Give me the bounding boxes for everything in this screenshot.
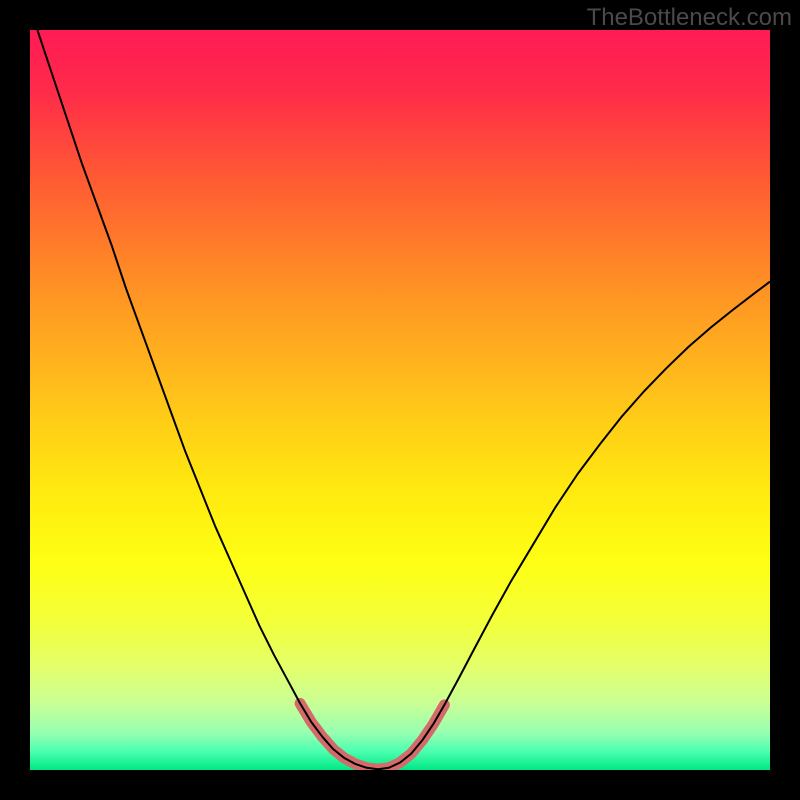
main-curve: [37, 30, 770, 769]
chart-curves-svg: [30, 30, 770, 770]
watermark-label: TheBottleneck.com: [587, 4, 792, 32]
chart-canvas: TheBottleneck.com: [0, 0, 800, 800]
chart-plot-area: [30, 30, 770, 770]
